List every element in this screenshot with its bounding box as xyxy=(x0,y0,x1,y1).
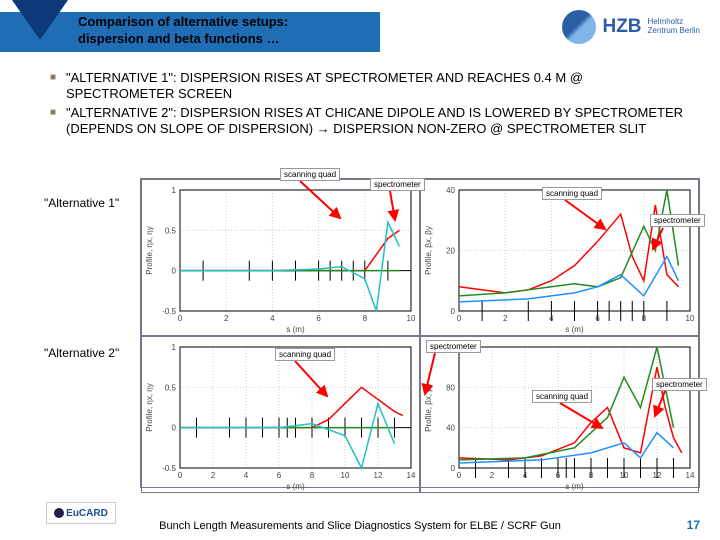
svg-text:s (m): s (m) xyxy=(286,325,305,334)
svg-text:6: 6 xyxy=(277,471,282,480)
svg-text:40: 40 xyxy=(446,186,455,195)
row-label-alt1: "Alternative 1" xyxy=(44,196,119,210)
svg-text:20: 20 xyxy=(446,247,455,256)
slide-header: Comparison of alternative setups: disper… xyxy=(0,0,720,62)
hzb-logo-subtitle: Helmholtz Zentrum Berlin xyxy=(648,18,700,36)
svg-text:0: 0 xyxy=(451,307,456,316)
arrow-icon xyxy=(650,388,680,423)
svg-text:-0.5: -0.5 xyxy=(162,307,176,316)
svg-text:0: 0 xyxy=(178,471,183,480)
svg-text:0: 0 xyxy=(457,314,462,323)
svg-text:2: 2 xyxy=(224,314,229,323)
bullet-marker: ■ xyxy=(50,70,66,103)
title-line1: Comparison of alternative setups: xyxy=(78,14,288,31)
bullet-content: ■ "ALTERNATIVE 1": DISPERSION RISES AT S… xyxy=(0,62,720,137)
bullet-item: ■ "ALTERNATIVE 2": DISPERSION RISES AT C… xyxy=(50,105,690,138)
arrow-icon xyxy=(420,350,450,400)
svg-text:10: 10 xyxy=(620,471,629,480)
chart-top-left: 0246810-0.500.51s (m)Profile, ηx, ηy xyxy=(141,179,420,336)
svg-text:0.5: 0.5 xyxy=(165,383,177,392)
svg-text:0: 0 xyxy=(172,424,177,433)
callout-spectrometer: spectrometer xyxy=(650,214,705,227)
callout-spectrometer: spectrometer xyxy=(426,340,481,353)
svg-text:s (m): s (m) xyxy=(286,482,305,491)
arrow-icon xyxy=(380,188,420,228)
svg-text:10: 10 xyxy=(407,314,416,323)
page-number: 17 xyxy=(687,518,700,532)
svg-text:6: 6 xyxy=(316,314,321,323)
callout-spectrometer: spectrometer xyxy=(652,378,707,391)
svg-text:8: 8 xyxy=(363,314,368,323)
svg-text:8: 8 xyxy=(310,471,315,480)
svg-text:10: 10 xyxy=(686,314,695,323)
callout-scanning-quad: scanning quad xyxy=(542,187,602,200)
row-label-alt2: "Alternative 2" xyxy=(44,346,119,360)
title-line2: dispersion and beta functions … xyxy=(78,31,288,48)
arrow-icon xyxy=(285,358,335,403)
slide-title: Comparison of alternative setups: disper… xyxy=(78,14,288,48)
svg-text:8: 8 xyxy=(589,471,594,480)
svg-text:1: 1 xyxy=(172,186,177,195)
hzb-logo: HZB Helmholtz Zentrum Berlin xyxy=(562,10,700,44)
callout-scanning-quad: scanning quad xyxy=(280,168,340,181)
hzb-logo-text-group: HZB xyxy=(602,16,641,38)
svg-text:s (m): s (m) xyxy=(565,482,584,491)
svg-text:0.5: 0.5 xyxy=(165,226,177,235)
svg-text:0: 0 xyxy=(457,471,462,480)
svg-text:14: 14 xyxy=(407,471,416,480)
svg-text:Profile, βx, βy: Profile, βx, βy xyxy=(424,226,433,275)
bullet-marker: ■ xyxy=(50,105,66,138)
bullet-text: "ALTERNATIVE 1": DISPERSION RISES AT SPE… xyxy=(66,70,690,103)
svg-text:0: 0 xyxy=(178,314,183,323)
header-triangle xyxy=(12,0,68,40)
svg-text:8: 8 xyxy=(642,314,647,323)
callout-spectrometer: spectrometer xyxy=(370,178,425,191)
hzb-logo-icon xyxy=(562,10,596,44)
hzb-logo-text: HZB xyxy=(602,16,641,38)
svg-text:2: 2 xyxy=(490,471,495,480)
svg-text:6: 6 xyxy=(595,314,600,323)
svg-text:2: 2 xyxy=(503,314,508,323)
footer-text: Bunch Length Measurements and Slice Diag… xyxy=(0,520,720,532)
svg-text:Profile, ηx, ηy: Profile, ηx, ηy xyxy=(145,226,154,274)
callout-scanning-quad: scanning quad xyxy=(275,348,335,361)
svg-text:4: 4 xyxy=(244,471,249,480)
svg-text:Profile, ηx, ηy: Profile, ηx, ηy xyxy=(145,383,154,431)
svg-text:6: 6 xyxy=(556,471,561,480)
svg-text:14: 14 xyxy=(686,471,695,480)
svg-text:4: 4 xyxy=(523,471,528,480)
callout-scanning-quad: scanning quad xyxy=(532,390,592,403)
svg-text:0: 0 xyxy=(451,464,456,473)
svg-text:4: 4 xyxy=(549,314,554,323)
svg-text:10: 10 xyxy=(341,471,350,480)
svg-text:s (m): s (m) xyxy=(565,325,584,334)
arrow-icon xyxy=(555,197,615,237)
svg-text:0: 0 xyxy=(172,267,177,276)
arrow-icon xyxy=(290,178,350,228)
bullet-text: "ALTERNATIVE 2": DISPERSION RISES AT CHI… xyxy=(66,105,690,138)
bullet-item: ■ "ALTERNATIVE 1": DISPERSION RISES AT S… xyxy=(50,70,690,103)
svg-text:4: 4 xyxy=(270,314,275,323)
svg-text:40: 40 xyxy=(446,424,455,433)
svg-text:-0.5: -0.5 xyxy=(162,464,176,473)
arrow-icon xyxy=(648,225,678,255)
svg-text:1: 1 xyxy=(172,343,177,352)
arrow-icon xyxy=(550,400,610,435)
svg-text:12: 12 xyxy=(374,471,383,480)
svg-text:12: 12 xyxy=(653,471,662,480)
chart-grid: 0246810-0.500.51s (m)Profile, ηx, ηy 024… xyxy=(140,178,700,488)
svg-text:2: 2 xyxy=(211,471,216,480)
